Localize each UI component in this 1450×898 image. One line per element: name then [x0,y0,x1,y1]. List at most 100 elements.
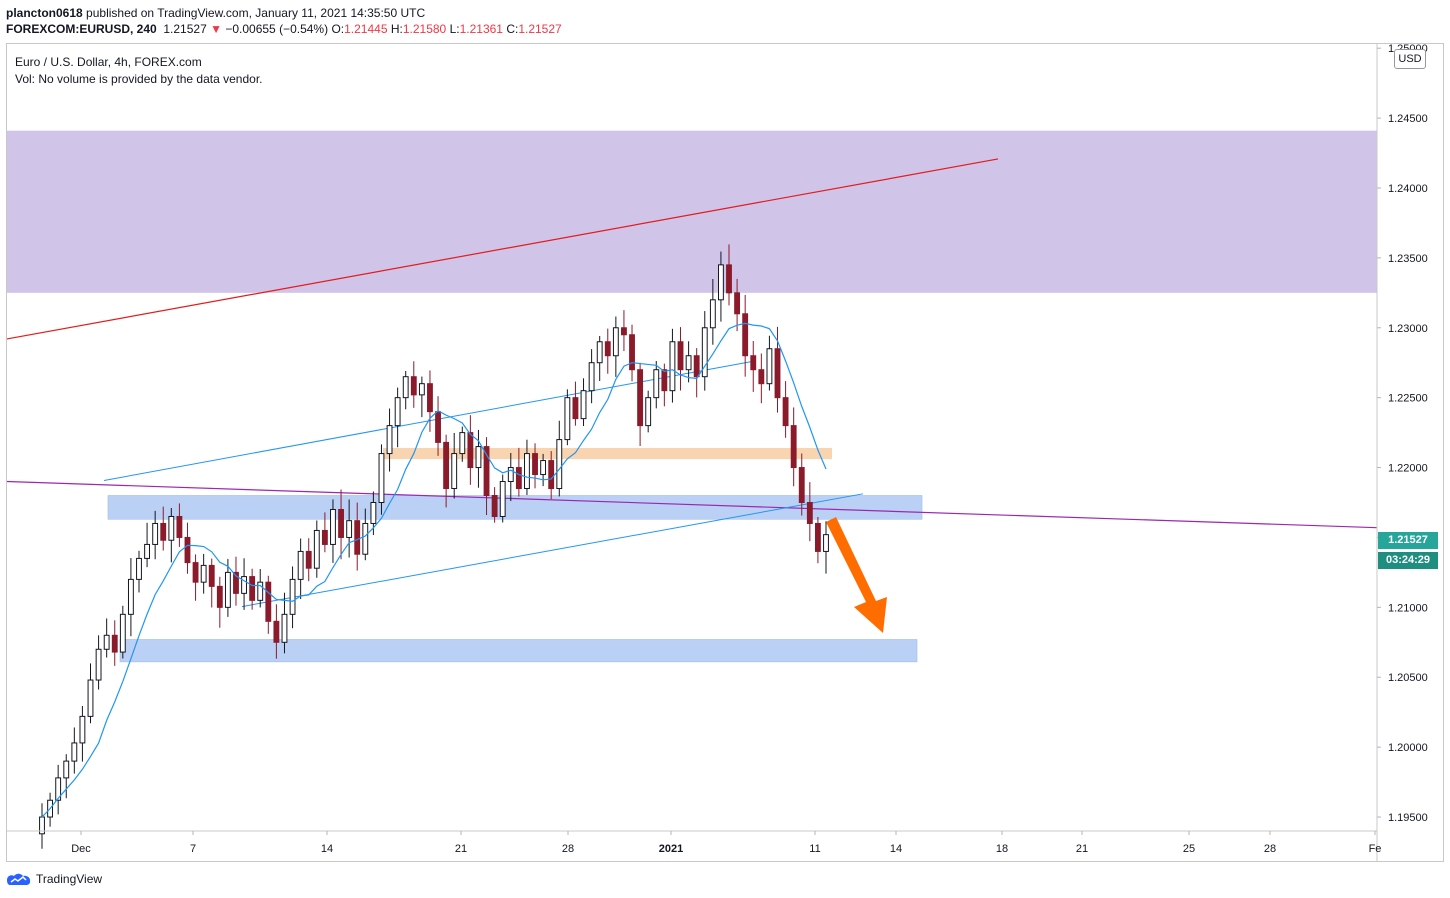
candle-body [451,453,458,490]
open-value: 1.21445 [344,22,388,36]
time-tick-label: 28 [1264,843,1276,855]
candle-body [701,327,708,378]
candle-body [467,432,474,469]
candle-body [564,397,571,441]
candle-body [693,355,700,378]
candle-body [806,502,813,524]
candle-body [782,397,789,427]
low-value: 1.21361 [459,22,503,36]
candle-body [297,550,304,580]
price-tick-label: 1.19500 [1388,812,1428,824]
time-tick-label: Dec [71,843,91,855]
price-tick-label: 1.22000 [1388,463,1428,475]
change-down-icon: ▼ [210,22,222,36]
publish-info: plancton0618 published on TradingView.co… [6,6,425,20]
time-tick-label: 21 [455,843,467,855]
candle-body [378,453,385,504]
time-tick-label: 14 [321,843,333,855]
candle-body [338,508,344,538]
candle-body [685,355,692,371]
lower-support-zone [119,639,918,663]
time-tick-label: 14 [890,843,902,855]
candle-body [499,481,506,517]
close-value: 1.21527 [518,22,562,36]
open-label: O: [331,22,345,36]
candle-body [200,564,207,583]
candle-body [362,522,369,555]
candle-body [313,529,320,569]
chart-legend: Euro / U.S. Dollar, 4h, FOREX.com Vol: N… [15,54,262,88]
branding-text: TradingView [36,872,103,886]
candle-body [265,581,272,622]
candle-body [726,264,732,294]
candle-body [87,679,94,717]
candle-body [208,564,215,587]
price-tick-label: 1.20000 [1388,742,1428,754]
candle-body [224,571,231,608]
close-label: C: [506,22,519,36]
candle-body [55,777,62,801]
candle-body [718,264,724,301]
candle-body [677,341,684,371]
candle-body [160,522,167,541]
candle-body [192,562,199,583]
price-tick-label: 1.21000 [1388,602,1428,614]
high-label: H: [390,22,403,36]
candle-body [257,581,264,601]
price-tick-label: 1.24500 [1388,113,1428,125]
channel-lower-line [241,493,864,608]
candle-body [346,520,353,538]
red-trendline [6,158,999,340]
candle-body [669,341,676,392]
candle-body [766,348,773,385]
candle-body [273,620,280,643]
last-price: 1.21527 [163,22,207,36]
candle-body [71,742,78,762]
candle-body [176,515,183,538]
candle-body [281,613,288,643]
candle-body [483,446,490,497]
candle-body [580,390,587,420]
tradingview-logo-icon [7,873,31,885]
candle-body [233,571,239,594]
low-label: L: [449,22,460,36]
projection-arrow [826,517,887,633]
candle-body [111,634,118,653]
upper-support-zone [107,495,923,520]
candle-body [758,369,765,385]
zones-layer [7,130,1377,663]
currency-button[interactable]: USD [1394,49,1426,69]
candle-body [629,334,635,371]
candle-body [823,534,829,552]
candle-body [507,467,514,483]
candle-body [136,557,142,580]
moving-average-line [41,322,827,818]
time-tick-label: 21 [1076,843,1088,855]
candle-body [305,550,312,569]
candle-body [548,460,555,490]
candle-body [216,585,223,608]
candle-body [790,425,797,469]
price-tick-label: 1.20500 [1388,672,1428,684]
candle-body [289,578,296,615]
chart-frame [6,43,1444,862]
candle-body [491,495,498,517]
candle-body [370,502,377,524]
candle-body [604,341,611,357]
candle-body [524,453,530,490]
candle-body [435,411,441,443]
candle-body [556,439,563,490]
candle-body [402,376,409,399]
candle-body [621,327,627,336]
publisher-name[interactable]: plancton0618 [6,6,83,20]
legend-title: Euro / U.S. Dollar, 4h, FOREX.com [15,55,202,69]
candle-body [572,397,579,420]
candle-body [637,369,644,427]
candle-body [63,760,70,779]
time-tick-label: Fe [1369,843,1382,855]
candle-body [249,576,256,601]
candle-body [119,613,126,653]
time-tick-label: 7 [190,843,196,855]
branding[interactable]: TradingView [6,871,102,887]
